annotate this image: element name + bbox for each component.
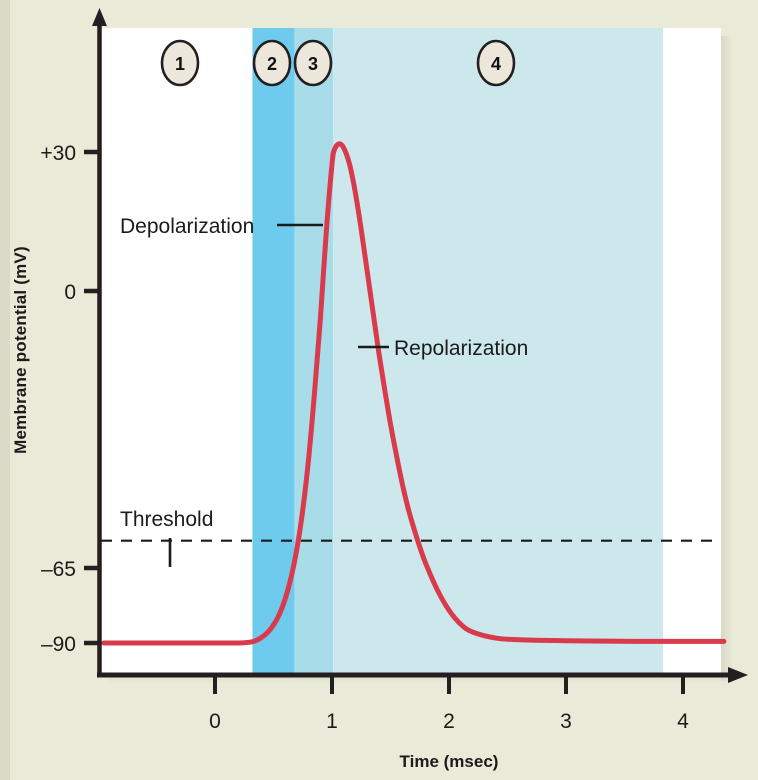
- phase-band-1: [109, 28, 253, 673]
- phase-bands: [109, 28, 664, 673]
- plot-shadow-bottom: [109, 673, 727, 684]
- annotation-repolarization-label: Repolarization: [394, 337, 528, 360]
- x-tick-label-0: 0: [209, 710, 221, 733]
- phase-marker-3-circle: [293, 39, 333, 87]
- y-axis-label: Membrane potential (mV): [11, 246, 30, 454]
- y-axis-arrow: [92, 8, 107, 26]
- y-tick-label-30: +30: [40, 142, 76, 165]
- x-tick-label-3: 3: [560, 710, 572, 733]
- phase-marker-3: 3: [293, 39, 333, 87]
- phase-marker-4-circle: [476, 39, 516, 87]
- x-axis-ticks: [213, 676, 685, 694]
- phase-marker-4: 4: [476, 39, 516, 87]
- phase-band-3: [294, 28, 334, 673]
- x-tick-label-4: 4: [677, 710, 689, 733]
- phase-marker-1: 1: [160, 39, 200, 87]
- phase-marker-1-circle: [160, 39, 200, 87]
- page-left-edge: [0, 0, 10, 780]
- phase-band-4: [333, 28, 664, 673]
- x-tick-label-1: 1: [326, 710, 338, 733]
- y-tick-label-neg65: –65: [41, 558, 76, 581]
- phase-marker-4-label: 4: [491, 54, 501, 74]
- phase-marker-2-label: 2: [267, 54, 277, 74]
- annotation-depolarization-label: Depolarization: [120, 215, 254, 238]
- plot-shadow-right: [721, 36, 733, 681]
- phase-marker-2: 2: [252, 39, 292, 87]
- action-potential-curve: [101, 141, 727, 646]
- y-tick-label-0: 0: [64, 281, 76, 304]
- annotation-threshold-label: Threshold: [120, 508, 213, 531]
- x-axis-label: Time (msec): [400, 752, 499, 771]
- x-tick-label-2: 2: [443, 710, 455, 733]
- phase-marker-2-circle: [252, 39, 292, 87]
- phase-marker-3-label: 3: [308, 54, 318, 74]
- y-tick-label-neg90: –90: [41, 633, 76, 656]
- y-axis-ticks: [84, 149, 100, 646]
- phase-marker-1-label: 1: [175, 54, 185, 74]
- phase-band-2: [252, 28, 295, 673]
- x-axis-arrow: [728, 667, 748, 683]
